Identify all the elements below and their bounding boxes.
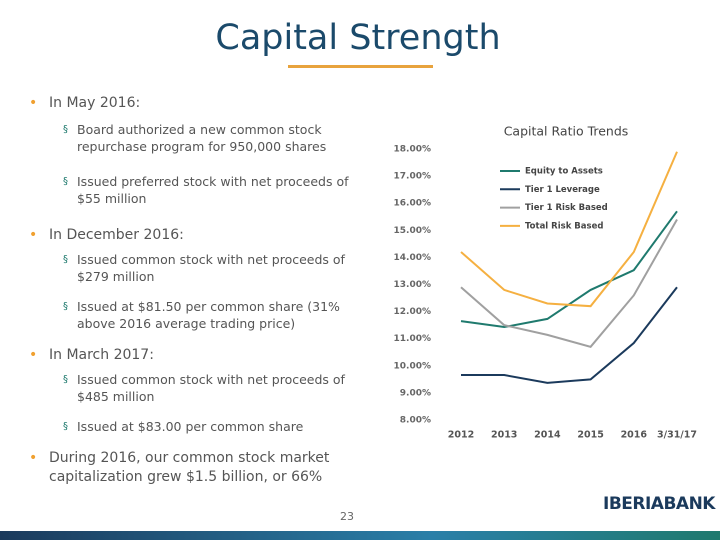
sub-bullet: Issued at $83.00 per common share [0, 418, 362, 435]
title: Capital Strength [215, 18, 501, 58]
footer-bar [0, 531, 720, 540]
bullet: In December 2016: [0, 226, 380, 245]
x-tick-label: 2015 [577, 430, 603, 441]
x-tick-label: 3/31/17 [657, 430, 697, 441]
sub-bullet: Issued at $81.50 per common share (31% a… [0, 298, 362, 332]
y-tick-label: 18.00% [394, 145, 432, 155]
y-tick-label: 10.00% [394, 361, 432, 371]
y-tick-label: 17.00% [394, 172, 432, 182]
logo: IBERIABANK [603, 494, 715, 514]
series-line [460, 218, 678, 348]
legend-label: Total Risk Based [525, 221, 603, 231]
sub-bullet: Issued common stock with net proceeds of… [0, 251, 362, 285]
y-tick-label: 11.00% [394, 334, 432, 344]
sub-bullet: Issued preferred stock with net proceeds… [0, 173, 362, 207]
sub-bullet: Board authorized a new common stock repu… [0, 121, 362, 155]
y-tick-label: 9.00% [400, 388, 431, 398]
y-tick-label: 14.00% [394, 253, 432, 263]
y-tick-label: 8.00% [400, 416, 431, 426]
y-tick-label: 16.00% [394, 199, 432, 209]
bullet: In March 2017: [0, 346, 380, 365]
bullet: During 2016, our common stock market cap… [0, 449, 349, 487]
chart-title: Capital Ratio Trends [504, 124, 629, 139]
series-line [461, 286, 678, 384]
x-tick-label: 2014 [534, 430, 561, 441]
y-tick-label: 12.00% [394, 307, 432, 317]
y-tick-label: 15.00% [394, 226, 432, 236]
x-tick-label: 2016 [621, 430, 648, 441]
series-line [460, 151, 678, 308]
sub-bullet: Issued common stock with net proceeds of… [0, 371, 362, 405]
legend-label: Equity to Assets [525, 167, 603, 177]
y-tick-label: 13.00% [394, 280, 432, 290]
legend-label: Tier 1 Risk Based [525, 203, 608, 213]
x-tick-label: 2012 [448, 430, 474, 441]
page-number: 23 [340, 510, 354, 523]
legend-label: Tier 1 Leverage [525, 185, 600, 195]
bullet-list: In May 2016: Board authorized a new comm… [0, 94, 380, 487]
x-tick-label: 2013 [491, 430, 517, 441]
title-underline [288, 65, 433, 68]
bullet: In May 2016: [0, 94, 380, 113]
